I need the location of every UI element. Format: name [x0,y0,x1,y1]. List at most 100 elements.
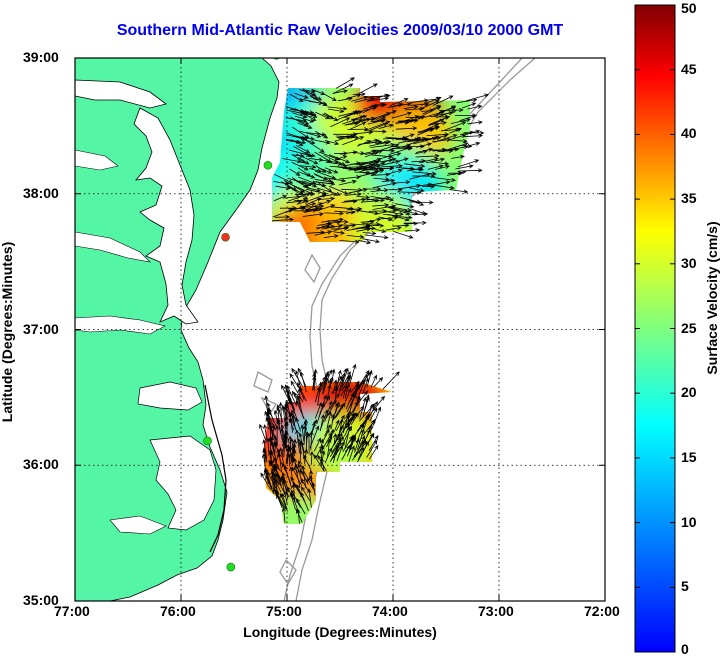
velocity-arrow [467,104,483,110]
velocity-arrow [273,479,279,494]
velocity-arrow [399,183,422,190]
velocity-arrow [334,151,348,156]
velocity-arrow [300,424,305,442]
velocity-arrow [290,116,309,127]
velocity-arrow [283,490,288,505]
colorbar-tick-label: 45 [681,60,697,77]
velocity-arrow [306,187,321,193]
velocity-arrow [387,213,410,222]
velocity-arrow [259,423,267,441]
velocity-arrow [262,448,267,463]
velocity-arrow [305,206,320,211]
velocity-arrow [427,164,444,170]
velocity-arrow [288,412,293,433]
x-axis-label: Longitude (Degrees:Minutes) [243,624,437,640]
velocity-arrow [308,100,328,106]
x-tick-label: 72:00 [584,603,620,619]
velocity-arrow [314,151,332,163]
velocity-arrow [454,113,478,118]
velocity-arrow [345,161,362,167]
velocity-arrow [368,400,378,418]
velocity-arrow [315,165,327,173]
velocity-vectors [259,77,490,524]
colorbar-tick-label: 15 [681,448,697,465]
outer-banks [204,384,227,553]
velocity-arrow [297,122,313,129]
velocity-arrow [357,447,364,460]
velocity-arrow [349,434,355,451]
colorbar-tick-label: 20 [681,384,697,401]
velocity-arrow [306,132,327,137]
velocity-arrow [444,138,468,144]
velocity-arrow [326,411,332,430]
velocity-arrow [457,159,480,168]
velocity-arrow [288,445,294,463]
velocity-arrow [268,459,277,472]
velocity-arrow [329,154,351,164]
velocity-arrow [380,158,394,163]
velocity-arrow [332,379,338,394]
velocity-arrow [380,152,402,159]
velocity-arrow [391,157,409,164]
velocity-arrow [291,414,296,430]
velocity-arrow [294,92,309,99]
velocity-arrow [272,217,295,222]
velocity-arrow [300,477,310,492]
velocity-arrow [356,83,378,96]
radar-stations [203,58,280,572]
velocity-arrow [395,166,415,171]
velocity-arrow [407,199,425,206]
velocity-arrow [334,155,348,160]
velocity-arrow [338,135,360,140]
velocity-arrow [375,140,392,145]
velocity-arrow [313,139,331,145]
velocity-arrow [291,449,297,467]
velocity-arrow [344,192,362,197]
velocity-arrow [291,367,303,387]
velocity-arrow [404,163,426,168]
velocity-arrow [313,454,325,472]
velocity-arrow [373,228,387,233]
velocity-arrow [289,400,298,420]
velocity-arrow [279,447,284,464]
velocity-arrow [279,493,288,512]
x-tick-label: 76:00 [160,603,196,619]
velocity-arrow [308,157,324,162]
velocity-arrow [429,115,450,125]
colorbar-tick-label: 40 [681,125,697,142]
velocity-arrow [289,373,301,391]
velocity-arrow [329,185,349,195]
velocity-arrow [293,482,306,502]
velocity-arrow [344,387,352,402]
y-tick-label: 35:00 [23,592,59,608]
gridlines [75,58,605,601]
velocity-arrow [354,438,360,453]
velocity-arrow [336,445,344,462]
velocity-arrow [299,469,309,483]
velocity-arrow [408,138,426,145]
delaware-bay [75,79,167,109]
velocity-arrow [450,118,471,124]
velocity-arrow [321,224,336,229]
velocity-arrow [333,419,340,432]
velocity-arrow [279,205,297,211]
velocity-arrow [292,126,310,139]
velocity-arrow [362,105,378,114]
velocity-arrow [332,403,344,421]
velocity-arrow [278,401,283,424]
velocity-arrow [431,184,455,190]
velocity-arrow [264,467,273,490]
velocity-arrow [433,177,457,182]
velocity-arrow [323,154,346,166]
velocity-arrow [382,210,404,216]
velocity-arrow [260,472,272,491]
velocity-arrow [463,130,485,135]
velocity-arrow [290,445,295,464]
x-tick-label: 73:00 [478,603,514,619]
velocity-arrow [366,186,382,192]
neuse-river [109,515,167,535]
velocity-arrow [349,110,364,116]
velocity-arrow [316,180,333,193]
velocity-arrow [296,498,306,515]
velocity-arrow [404,106,425,111]
